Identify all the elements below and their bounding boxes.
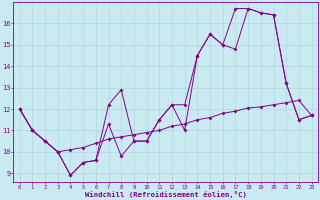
X-axis label: Windchill (Refroidissement éolien,°C): Windchill (Refroidissement éolien,°C) <box>85 191 247 198</box>
